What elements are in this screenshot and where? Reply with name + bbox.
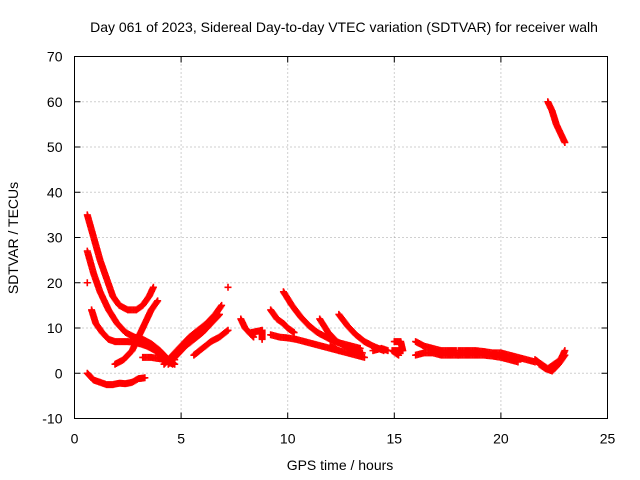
point-arc9 [215, 311, 223, 319]
y-tick-label: 30 [47, 230, 63, 246]
x-tick-label: 5 [177, 431, 185, 447]
x-tick-label: 25 [600, 431, 616, 447]
point-arc14 [290, 329, 298, 337]
point-arc13 [258, 335, 266, 343]
point-arc25 [514, 358, 522, 366]
data-points [83, 98, 569, 389]
y-axis-label: SDTVAR / TECUs [5, 182, 21, 294]
point-arc3 [83, 279, 91, 287]
point-arc10 [223, 327, 231, 335]
chart-title: Day 061 of 2023, Sidereal Day-to-day VTE… [90, 19, 598, 35]
x-tick-label: 10 [280, 431, 296, 447]
point-arc27 [561, 351, 569, 359]
point-arc28 [561, 138, 569, 146]
y-tick-label: 50 [47, 139, 63, 155]
point-arc11 [224, 283, 232, 291]
point-arc10 [224, 326, 232, 334]
tick-labels: 0 5 10 15 20 25 -10 0 10 20 30 40 50 60 70 [42, 49, 615, 447]
x-tick-label: 20 [493, 431, 509, 447]
point-arc5 [141, 374, 149, 382]
y-tick-label: 60 [47, 94, 63, 110]
y-tick-label: 70 [47, 49, 63, 65]
y-tick-label: 0 [55, 365, 63, 381]
point-arc6 [154, 297, 162, 305]
point-arc9 [215, 310, 223, 318]
y-tick-label: 20 [47, 275, 63, 291]
x-axis-label: GPS time / hours [287, 457, 394, 473]
y-tick-label: 40 [47, 184, 63, 200]
point-arc8 [218, 301, 226, 309]
axis-ticks [74, 56, 608, 419]
point-arc19 [360, 353, 368, 361]
x-tick-label: 15 [387, 431, 403, 447]
x-tick-label: 0 [71, 431, 79, 447]
plot-frame [74, 56, 608, 419]
point-arc1 [149, 283, 157, 291]
y-tick-label: -10 [42, 411, 62, 427]
point-arc21 [395, 351, 403, 359]
grid-lines [74, 56, 608, 419]
y-tick-label: 10 [47, 320, 63, 336]
